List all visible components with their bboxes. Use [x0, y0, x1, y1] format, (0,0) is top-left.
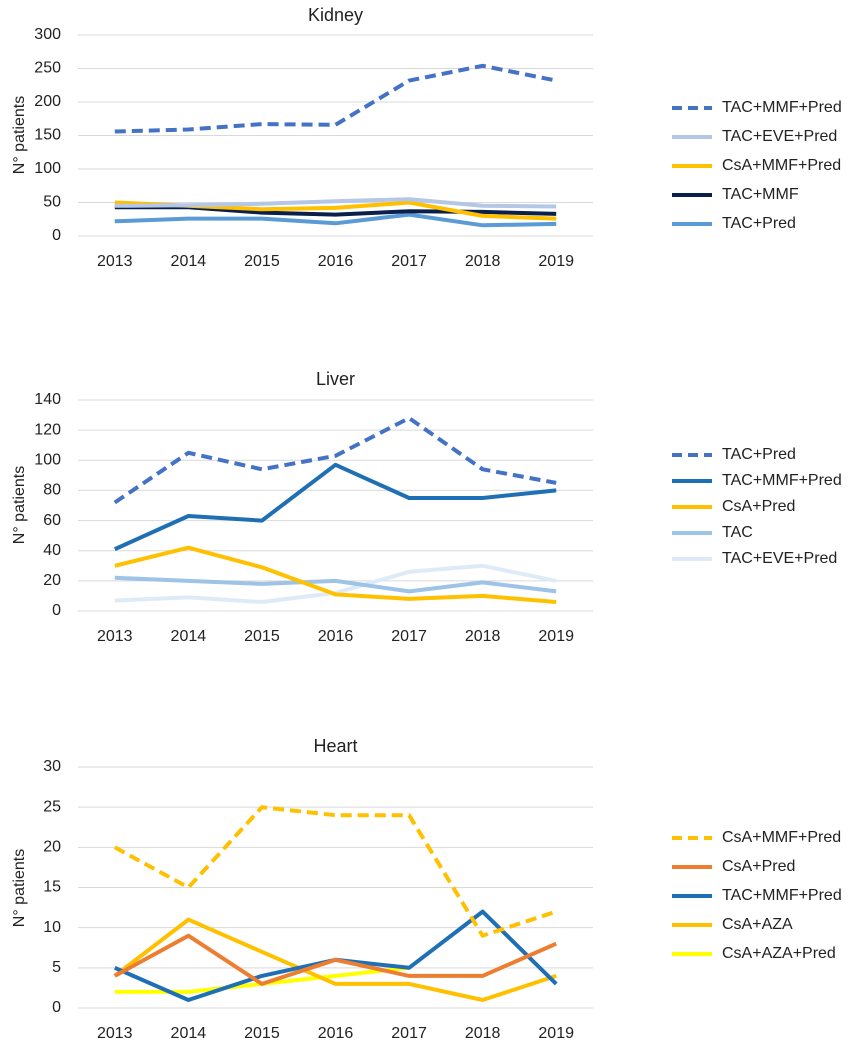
kidney-y-tick-label: 0 — [52, 227, 61, 244]
liver-legend-label: CsA+Pred — [722, 498, 795, 515]
liver-y-tick-label: 80 — [43, 482, 61, 499]
liver-y-tick-label: 40 — [43, 542, 61, 559]
heart-x-tick-label: 2019 — [538, 1025, 574, 1042]
liver-x-tick-label: 2015 — [244, 628, 280, 645]
heart-y-tick-label: 0 — [52, 999, 61, 1016]
liver-legend: TAC+Pred TAC+MMF+Pred CsA+Pred TAC TAC+EVE+P… — [672, 446, 842, 567]
kidney-y-tick-label: 100 — [34, 160, 61, 177]
liver-legend-label: TAC+MMF+Pred — [722, 472, 842, 489]
heart-y-tick-label: 30 — [43, 758, 61, 775]
heart-legend-label: CsA+Pred — [722, 858, 795, 875]
kidney-x-tick-label: 2018 — [465, 253, 501, 270]
kidney-legend-label: CsA+MMF+Pred — [722, 157, 841, 174]
heart-y-tick-label: 5 — [52, 959, 61, 976]
kidney-chart-title: Kidney — [308, 5, 363, 25]
heart-x-tick-label: 2015 — [244, 1025, 280, 1042]
liver-y-tick-label: 140 — [34, 391, 61, 408]
kidney-chart: Kidney 0 50 100 150 200 250 300 2013 2014 2015 2016… — [11, 5, 842, 270]
liver-legend-label: TAC — [722, 524, 753, 541]
liver-x-tick-label: 2017 — [391, 628, 427, 645]
liver-legend-label: TAC+EVE+Pred — [722, 550, 837, 567]
liver-legend-label: TAC+Pred — [722, 446, 796, 463]
heart-chart: Heart 0 5 10 15 20 25 30 2013 2014 2015 2016 2017 201… — [11, 736, 842, 1042]
heart-legend-label: CsA+AZA — [722, 916, 793, 933]
kidney-series-line-tac-pred — [114, 212, 557, 228]
heart-legend-label: CsA+MMF+Pred — [722, 829, 841, 846]
heart-legend: CsA+MMF+Pred CsA+Pred TAC+MMF+Pred CsA+AZA C… — [672, 829, 842, 962]
heart-y-tick-label: 25 — [43, 798, 61, 815]
heart-y-tick-label: 15 — [43, 879, 61, 896]
heart-y-tick-label: 10 — [43, 919, 61, 936]
liver-y-axis-label: N° patients — [11, 466, 28, 544]
liver-series-line-tac-pred — [113, 416, 557, 505]
kidney-legend-label: TAC+MMF — [722, 186, 799, 203]
heart-y-axis-label: N° patients — [11, 849, 28, 927]
liver-y-tick-label: 0 — [52, 602, 61, 619]
kidney-x-tick-label: 2013 — [97, 253, 133, 270]
liver-chart-title: Liver — [316, 369, 355, 389]
kidney-y-tick-label: 250 — [34, 60, 61, 77]
kidney-y-tick-label: 150 — [34, 127, 61, 144]
kidney-x-tick-label: 2014 — [171, 253, 207, 270]
liver-y-tick-label: 100 — [34, 452, 61, 469]
liver-series-line-tac-mmf-pred — [113, 462, 557, 552]
kidney-legend-label: TAC+MMF+Pred — [722, 99, 842, 116]
kidney-y-tick-label: 300 — [34, 26, 61, 43]
liver-chart: Liver 0 20 40 60 80 100 120 140 2013 2014 2015 2016 2… — [11, 369, 842, 645]
kidney-series-line-tac-mmf-pred — [114, 63, 557, 134]
kidney-legend-label: TAC+EVE+Pred — [722, 128, 837, 145]
kidney-x-tick-label: 2017 — [391, 253, 427, 270]
kidney-x-tick-label: 2015 — [244, 253, 280, 270]
liver-y-tick-label: 60 — [43, 512, 61, 529]
heart-x-tick-label: 2013 — [97, 1025, 133, 1042]
liver-x-tick-label: 2016 — [318, 628, 354, 645]
heart-x-tick-label: 2016 — [318, 1025, 354, 1042]
kidney-y-tick-label: 50 — [43, 194, 61, 211]
heart-legend-label: CsA+AZA+Pred — [722, 945, 836, 962]
heart-x-tick-label: 2017 — [391, 1025, 427, 1042]
liver-x-tick-label: 2014 — [171, 628, 207, 645]
liver-y-tick-label: 120 — [34, 421, 61, 438]
kidney-x-tick-label: 2016 — [318, 253, 354, 270]
heart-x-tick-label: 2018 — [465, 1025, 501, 1042]
heart-series-line-csa-mmf-pred — [113, 805, 557, 938]
heart-x-tick-label: 2014 — [171, 1025, 207, 1042]
liver-x-tick-label: 2013 — [97, 628, 133, 645]
heart-chart-title: Heart — [313, 736, 357, 756]
kidney-x-tick-label: 2019 — [538, 253, 574, 270]
kidney-series-line-tac-eve-pred — [114, 197, 557, 209]
kidney-y-tick-label: 200 — [34, 93, 61, 110]
liver-x-tick-label: 2018 — [465, 628, 501, 645]
heart-y-tick-label: 20 — [43, 839, 61, 856]
liver-x-tick-label: 2019 — [538, 628, 574, 645]
heart-series-line-csa-aza — [113, 917, 557, 1002]
liver-series-line-tac — [114, 575, 557, 594]
liver-series-line-csa-pred — [114, 545, 557, 604]
kidney-y-axis-label: N° patients — [11, 96, 28, 174]
heart-legend-label: TAC+MMF+Pred — [722, 887, 842, 904]
liver-y-tick-label: 20 — [43, 572, 61, 589]
kidney-legend: TAC+MMF+Pred TAC+EVE+Pred CsA+MMF+Pred TAC+… — [672, 99, 842, 232]
kidney-legend-label: TAC+Pred — [722, 215, 796, 232]
heart-series-line-csa-pred — [113, 933, 558, 986]
